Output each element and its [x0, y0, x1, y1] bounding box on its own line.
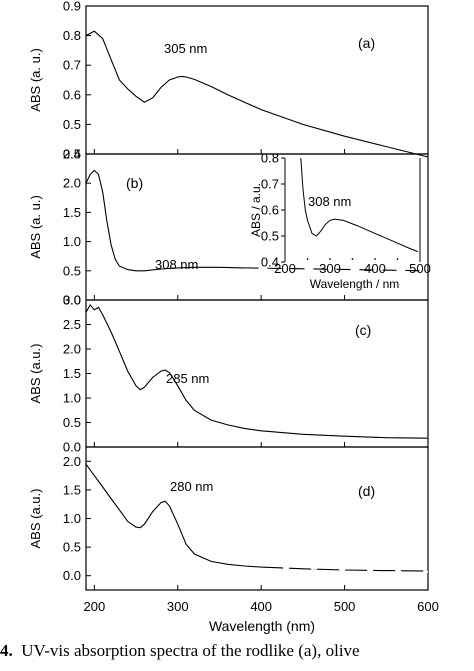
inset-y-axis-label: ABS / a.u. — [249, 183, 263, 237]
y-tick-label: 2.5 — [63, 147, 81, 162]
inset-dot — [396, 258, 399, 260]
inset-chart: 0.4 0.5 0.6 0.7 0.8 200 300 400 500 308 nm Wavelen… — [249, 151, 431, 292]
x-tick-label-600: 600 — [417, 599, 439, 614]
y-tick-label: 0.0 — [63, 568, 81, 583]
inset-y-tick-label: 0.4 — [261, 255, 279, 270]
inset-dot — [306, 258, 309, 260]
peak-annotation: 305 nm — [164, 41, 207, 56]
y-tick-label: 0.9 — [63, 0, 81, 14]
panel-d: 0.0 0.5 1.0 1.5 2.0 ABS (a.u.) (d) 280 nm — [28, 446, 429, 591]
peak-annotation: 280 nm — [170, 479, 213, 494]
y-axis-label: ABS (a. u.) — [28, 48, 43, 112]
peak-annotation: 285 nm — [166, 371, 209, 386]
y-tick-label: 2.0 — [63, 342, 81, 357]
y-tick-label: 1.0 — [63, 234, 81, 249]
y-tick-label: 0.4 — [63, 147, 81, 162]
panel-label: (b) — [126, 175, 143, 191]
inset-peak-annotation: 308 nm — [308, 194, 351, 209]
figure-caption: 4. UV-vis absorption spectra of the rodl… — [0, 641, 474, 661]
inset-y-tick-label: 0.7 — [261, 177, 279, 192]
inset-x-tick-label: 300 — [319, 261, 341, 276]
panel-label: (a) — [358, 35, 375, 51]
peak-annotation: 308 nm — [155, 257, 198, 272]
panel-frame — [85, 5, 429, 155]
series-line — [85, 463, 429, 572]
series-line-dashed — [244, 267, 429, 272]
y-tick-label: 0.5 — [63, 263, 81, 278]
panel-c: 0.0 0.5 1.0 1.5 2.0 2.5 3.0 ABS (a.u.) (c) 285 nm — [28, 293, 429, 455]
y-tick-label: 0.0 — [63, 293, 81, 308]
y-tick-label: 1.0 — [63, 511, 81, 526]
inset-dot — [329, 258, 331, 260]
y-axis-label: ABS (a. u.) — [28, 195, 43, 259]
y-tick-label: 0.5 — [63, 415, 81, 430]
inset-x-tick-label: 500 — [409, 261, 431, 276]
caption-number: 4. — [0, 641, 13, 660]
y-axis-label: ABS (a.u.) — [28, 344, 43, 404]
panel-a: 0.4 0.5 0.6 0.7 0.8 0.9 ABS (a. u.) (a) 305 nm — [28, 0, 429, 162]
series-line — [85, 303, 429, 439]
series-line — [85, 169, 245, 272]
x-tick-label-300: 300 — [167, 599, 189, 614]
y-tick-label: 2.0 — [63, 176, 81, 191]
x-axis: 200 300 400 500 600 Wavelength (nm) — [83, 599, 438, 634]
panel-frame — [85, 299, 429, 448]
y-tick-label: 0.5 — [63, 117, 81, 132]
inset-x-tick-label: 200 — [274, 261, 296, 276]
x-tick-label-400: 400 — [250, 599, 272, 614]
y-tick-label: 0.8 — [63, 28, 81, 43]
series-line — [85, 30, 429, 158]
inset-series-line — [300, 157, 418, 253]
y-axis-label: ABS (a.u.) — [28, 489, 43, 549]
y-tick-label: 0.0 — [63, 440, 81, 455]
y-tick-label: 1.5 — [63, 366, 81, 381]
y-tick-label: 2.5 — [63, 317, 81, 332]
inset-dot — [374, 258, 376, 260]
inset-y-tick-label: 0.5 — [261, 229, 279, 244]
panel-label: (c) — [355, 322, 371, 338]
y-tick-label: 0.6 — [63, 87, 81, 102]
inset-dot — [351, 258, 354, 260]
inset-x-axis-label: Wavelength / nm — [310, 277, 400, 291]
y-tick-label: 3.0 — [63, 293, 81, 308]
y-tick-label: 0.7 — [63, 58, 81, 73]
caption-text: UV-vis absorption spectra of the rodlike… — [21, 641, 360, 660]
inset-y-tick-label: 0.8 — [261, 151, 279, 166]
inset-x-tick-label: 400 — [364, 261, 386, 276]
panel-label: (d) — [358, 483, 375, 499]
x-axis-label: Wavelength (nm) — [209, 618, 315, 634]
x-tick-label-200: 200 — [83, 599, 105, 614]
y-tick-label: 1.5 — [63, 482, 81, 497]
y-tick-label: 0.5 — [63, 540, 81, 555]
x-tick-label-500: 500 — [334, 599, 356, 614]
inset-y-tick-label: 0.6 — [261, 203, 279, 218]
panel-frame — [85, 446, 429, 591]
series-gap — [261, 566, 429, 573]
y-tick-label: 1.5 — [63, 205, 81, 220]
y-tick-label: 1.0 — [63, 391, 81, 406]
y-tick-label: 2.0 — [63, 454, 81, 469]
